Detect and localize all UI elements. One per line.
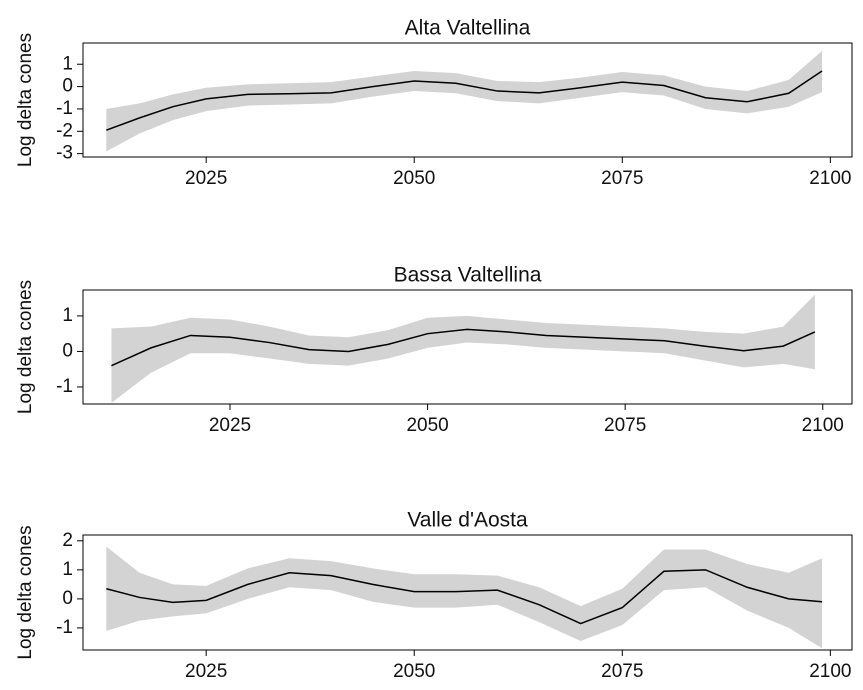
x-tick-label: 2100 (809, 168, 851, 189)
confidence-band (106, 50, 823, 152)
y-axis-label: Log delta cones (15, 33, 36, 167)
panel-title: Alta Valtellina (405, 17, 531, 40)
trend-line (111, 328, 816, 367)
y-tick-label: -1 (56, 617, 73, 638)
y-tick-label: 0 (62, 340, 73, 361)
y-tick-label: 0 (62, 588, 73, 609)
y-tick-label: 1 (62, 53, 73, 74)
y-tick-label: 1 (62, 305, 73, 326)
y-axis-label: Log delta cones (15, 525, 36, 659)
x-tick-label: 2025 (185, 168, 227, 189)
y-tick-label: -3 (56, 143, 73, 164)
x-tick-label: 2050 (393, 168, 435, 189)
y-tick-label: -1 (56, 376, 73, 397)
plot-frame (82, 42, 853, 158)
y-tick-label: 2 (62, 530, 73, 551)
x-tick-label: 2075 (601, 168, 643, 189)
x-tick-label: 2025 (185, 661, 227, 682)
x-tick-label: 2100 (802, 415, 844, 436)
x-tick-label: 2100 (809, 661, 851, 682)
plot-frame (82, 289, 853, 405)
panel-title: Bassa Valtellina (394, 264, 542, 287)
x-tick-label: 2025 (209, 415, 251, 436)
x-tick-label: 2050 (406, 415, 448, 436)
y-tick-label: -1 (56, 98, 73, 119)
x-tick-label: 2050 (393, 661, 435, 682)
y-tick-label: 1 (62, 559, 73, 580)
trend-line (106, 569, 823, 625)
confidence-band (106, 546, 823, 649)
x-tick-label: 2075 (601, 661, 643, 682)
y-tick-label: 0 (62, 76, 73, 97)
panel-title: Valle d'Aosta (407, 509, 528, 532)
trend-line (106, 70, 823, 131)
confidence-band (111, 294, 815, 403)
x-tick-label: 2075 (604, 415, 646, 436)
y-axis-label: Log delta cones (15, 280, 36, 414)
plot-frame (82, 534, 853, 651)
y-tick-label: -2 (56, 120, 73, 141)
